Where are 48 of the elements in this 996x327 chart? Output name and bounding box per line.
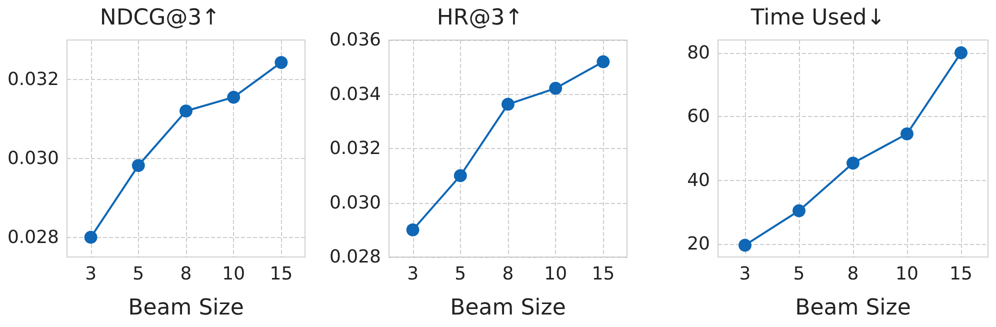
x-axis-title: Beam Size xyxy=(128,296,244,320)
x-tick-label: 10 xyxy=(222,264,246,284)
point xyxy=(738,238,752,252)
y-tick-label: 0.030 xyxy=(7,148,59,169)
chart-title: HR@3↑ xyxy=(436,6,524,30)
y-tick-label: 0.028 xyxy=(7,226,59,248)
x-tick-label: 3 xyxy=(407,264,419,284)
point xyxy=(954,46,968,60)
point xyxy=(596,55,610,68)
x-axis-title: Beam Size xyxy=(450,296,566,320)
x-tick-label: 3 xyxy=(85,264,97,284)
x-tick-label: 10 xyxy=(544,264,568,284)
y-tick-label: 0.032 xyxy=(7,68,59,90)
point xyxy=(900,127,914,140)
y-tick-label: 60 xyxy=(687,106,710,128)
x-axis-title: Beam Size xyxy=(795,296,911,320)
x-tick-label: 3 xyxy=(739,264,751,284)
x-tick-label: 15 xyxy=(592,264,615,284)
y-tick-label: 20 xyxy=(687,234,710,255)
point xyxy=(406,223,420,236)
x-tick-label: 5 xyxy=(454,264,466,284)
x-tick-label: 15 xyxy=(270,264,293,284)
x-tick-label: 15 xyxy=(950,264,972,284)
x-tick-label: 8 xyxy=(502,264,514,284)
y-tick-label: 0.028 xyxy=(329,246,381,268)
x-tick-label: 5 xyxy=(793,264,805,284)
chart-title: NDCG@3↑ xyxy=(100,6,220,30)
y-tick-label: 80 xyxy=(687,42,710,64)
y-tick-label: 0.032 xyxy=(329,138,381,159)
point xyxy=(180,104,192,118)
point xyxy=(549,82,562,95)
y-tick-label: 40 xyxy=(687,170,710,191)
y-tick-label: 0.034 xyxy=(329,84,381,105)
y-tick-label: 0.036 xyxy=(329,30,381,50)
point xyxy=(454,169,467,182)
y-tick-label: 0.030 xyxy=(329,192,381,214)
point xyxy=(227,90,240,104)
x-tick-label: 8 xyxy=(180,264,192,284)
x-tick-label: 8 xyxy=(847,264,859,284)
point xyxy=(792,204,806,218)
point xyxy=(132,158,145,172)
point xyxy=(84,230,98,244)
chart-title: Time Used↓ xyxy=(750,6,886,30)
point xyxy=(846,156,860,170)
point xyxy=(274,56,288,69)
x-tick-label: 5 xyxy=(132,264,144,284)
x-tick-label: 10 xyxy=(896,264,918,284)
point xyxy=(502,98,514,111)
